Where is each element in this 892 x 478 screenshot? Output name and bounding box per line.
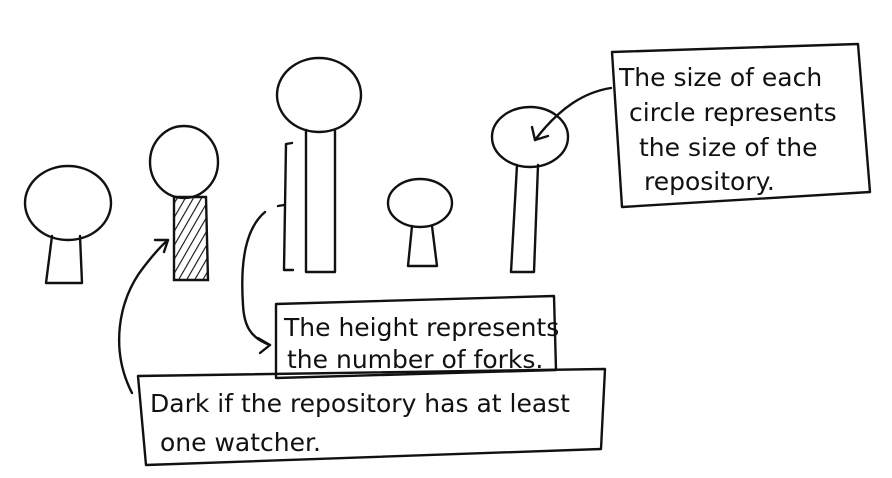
height-line-2: the number of forks. — [287, 345, 543, 374]
size-line-3: the size of the — [639, 133, 817, 162]
size-line-4: repository. — [644, 167, 775, 196]
size-line-2: circle represents — [629, 98, 837, 127]
glyph-1 — [23, 164, 113, 285]
glyph-5 — [490, 105, 570, 274]
dark-line-2: one watcher. — [160, 428, 321, 457]
size-line-1: The size of each — [618, 63, 822, 92]
size-annotation: The size of each circle represents the s… — [610, 42, 872, 209]
glyph-4 — [386, 177, 454, 268]
dark-arrow — [117, 238, 170, 395]
dark-annotation: Dark if the repository has at least one … — [136, 367, 607, 467]
height-bracket — [276, 141, 295, 272]
dark-line-1: Dark if the repository has at least — [150, 389, 570, 418]
size-arrow — [530, 86, 613, 142]
height-annotation: The height represents the number of fork… — [274, 294, 559, 380]
glyph-2-dark — [148, 124, 220, 282]
height-arrow — [241, 210, 272, 355]
glyph-3 — [275, 56, 363, 274]
height-line-1: The height represents — [283, 313, 559, 342]
